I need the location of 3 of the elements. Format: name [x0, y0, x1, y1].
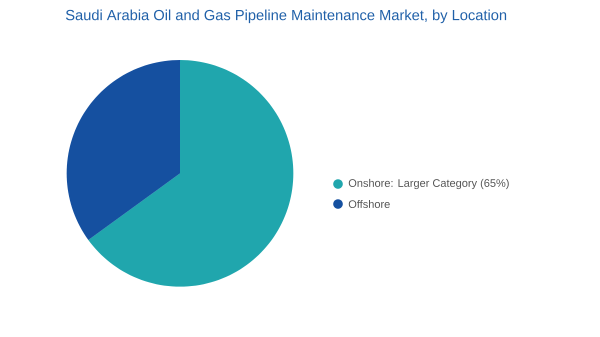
chart-title: Saudi Arabia Oil and Gas Pipeline Maintenance Market, by Location	[66, 10, 506, 24]
legend-label: Onshore: Larger Category (65%)	[348, 178, 509, 190]
legend-label: Offshore	[348, 200, 390, 208]
